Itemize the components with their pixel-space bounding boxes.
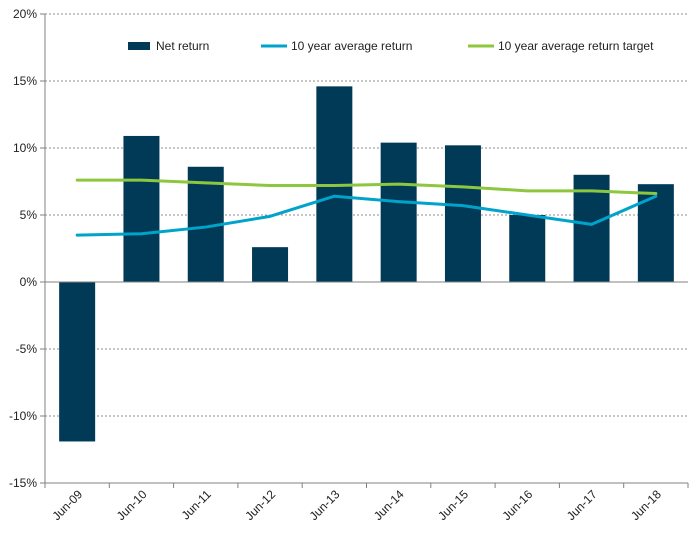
bar-jun-09 bbox=[59, 282, 96, 442]
legend-label: Net return bbox=[156, 39, 209, 53]
bar-jun-18 bbox=[637, 184, 674, 282]
x-tick-label: Jun-13 bbox=[307, 487, 343, 523]
x-tick-label: Jun-12 bbox=[242, 487, 278, 523]
bar-jun-16 bbox=[509, 215, 546, 282]
x-tick-label: Jun-09 bbox=[49, 487, 85, 523]
legend-label: 10 year average return bbox=[291, 39, 412, 53]
x-tick-label: Jun-11 bbox=[179, 487, 214, 522]
grid-lines bbox=[45, 13, 688, 417]
bar-jun-10 bbox=[123, 135, 160, 282]
y-tick-label: 10% bbox=[13, 141, 37, 155]
y-tick-label: 0% bbox=[20, 275, 38, 289]
y-axis-labels: -15% -10% -5% 0% 5% 10% 15% 20% bbox=[9, 7, 37, 490]
y-tick-label: -15% bbox=[9, 476, 37, 490]
x-tick-label: Jun-14 bbox=[371, 487, 407, 523]
y-tick-label: -5% bbox=[16, 342, 38, 356]
legend-label: 10 year average return target bbox=[498, 39, 654, 53]
series-lines bbox=[75, 178, 658, 237]
y-tick-label: 5% bbox=[20, 208, 38, 222]
x-tick-label: Jun-16 bbox=[500, 487, 536, 523]
bars bbox=[59, 86, 674, 442]
bar-jun-14 bbox=[380, 142, 417, 282]
bar-jun-15 bbox=[444, 145, 481, 282]
y-tick-label: 15% bbox=[13, 74, 37, 88]
bar-jun-12 bbox=[252, 247, 289, 282]
x-tick-label: Jun-18 bbox=[628, 487, 664, 523]
axes bbox=[40, 13, 689, 488]
legend-swatch-net-return bbox=[128, 42, 150, 50]
legend: Net return 10 year average return 10 year … bbox=[128, 39, 654, 53]
x-tick-label: Jun-15 bbox=[435, 487, 471, 523]
x-tick-label: Jun-17 bbox=[564, 487, 600, 523]
y-tick-label: 20% bbox=[13, 7, 37, 21]
x-tick-label: Jun-10 bbox=[114, 487, 150, 523]
line-10-year-average-return bbox=[75, 194, 658, 237]
x-axis-labels: Jun-09 Jun-10 Jun-11 Jun-12 Jun-13 Jun-14 Jun-… bbox=[49, 487, 664, 523]
y-tick-label: -10% bbox=[9, 409, 37, 423]
line-10-year-average-return-target bbox=[75, 178, 658, 196]
